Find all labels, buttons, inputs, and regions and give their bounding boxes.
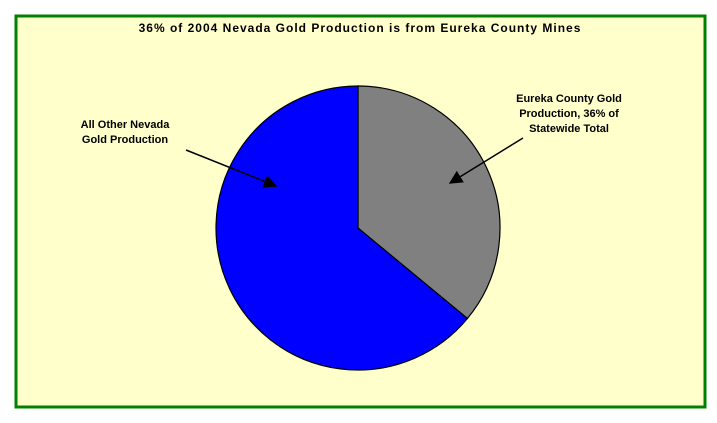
arrow bbox=[185, 149, 278, 188]
arrow bbox=[448, 137, 524, 184]
label-box: Eureka County Gold Production, 36% of St… bbox=[516, 93, 622, 135]
slice-label: All Other Nevada Gold Production bbox=[80, 119, 170, 146]
label-box: All Other Nevada Gold Production bbox=[80, 119, 170, 146]
chart-title: 36% of 2004 Nevada Gold Production is fr… bbox=[139, 21, 582, 35]
pie-slice bbox=[215, 85, 469, 371]
pie bbox=[215, 85, 501, 371]
pie-slice bbox=[357, 85, 501, 320]
slice-label: Eureka County Gold Production, 36% of St… bbox=[516, 93, 622, 135]
